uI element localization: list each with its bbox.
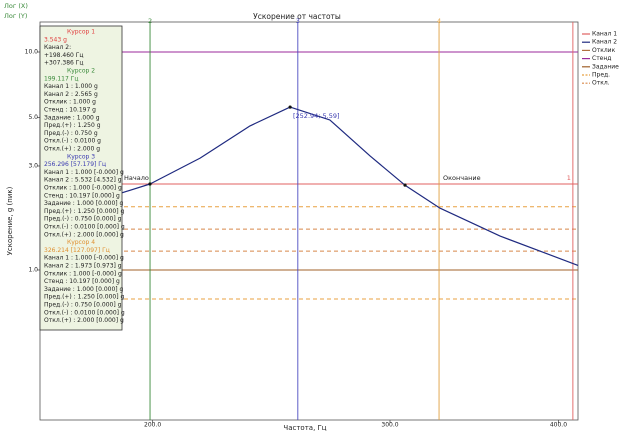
cursor-line-text: Стенд : 10.197 [0.000] g [44,192,120,199]
peak-annotation: [252.94; 5.59] [293,112,340,120]
point-marker [288,105,292,109]
cursor-line-text: Пред.(-) : 0.750 g [44,130,98,137]
cursor-line-text: Пред.(-) : 0.750 [0.000] g [44,216,122,223]
legend-label: Отклик [592,47,616,54]
cursor-line-text: Откл.(-) : 0.0100 [0.000] g [44,224,125,231]
log-y-label: Лог (Y) [4,12,27,20]
y-tick-label: 1.0 [28,266,38,273]
legend-label: Стенд [592,55,611,62]
data-line [121,106,579,266]
cursor-line-text: Стенд : 10.197 [0.000] g [44,278,120,285]
cursor-line-text: Канал 2 : 5.532 [4.532] g [44,177,122,184]
cursor-label: 4 [437,17,441,25]
cursor-line-text: Отклик : 1.000 [-0.000] g [44,185,122,192]
cursor-line-text: Канал 2 : 2.565 g [44,91,98,98]
cursor-line-text: Канал 2 : 1.973 [0.973] g [44,263,122,270]
cursor-line-text: Задание : 1.000 [0.000] g [44,286,124,293]
cursor-line-text: Откл.(+) : 2.000 g [44,146,100,153]
cursor-line-text: Откл.(-) : 0.0100 g [44,138,101,145]
x-axis-label: Частота, Гц [283,424,326,432]
cursor-title: Курсор 2 [67,68,95,75]
legend-label: Откл. [592,80,610,87]
y-tick-label: 10.0 [25,49,39,56]
log-x-label: Лог (X) [4,2,28,10]
cursor-label: 2 [148,17,152,25]
legend-label: Канал 2 [592,39,617,46]
cursor-line-text: Пред.(+) : 1.250 [0.000] g [44,294,124,301]
point-marker [403,183,407,187]
cursor-line-text: Пред.(+) : 1.250 g [44,122,101,129]
legend-label: Задание [592,63,619,70]
start-annotation: Начало [124,174,149,182]
cursor-line-text: Канал 1 : 1.000 [-0.000] g [44,169,124,176]
plot-area: 1.0 3.0 5.0 10.0 200.0 300.0 400.0 2 3 4 1 [25,17,579,429]
end-annotation: Окончание [443,174,481,182]
cursor-line-text: 3.543 g [44,36,67,43]
cursor-line-text: Отклик : 1.000 [-0.000] g [44,270,122,277]
x-tick-label: 400.0 [550,422,567,429]
cursor-line-text: Канал 1 : 1.000 g [44,83,98,90]
cursor-line-text: +307.386 Гц [44,60,84,67]
chart-title: Ускорение от частоты [253,12,341,21]
cursor-line-text: Пред.(+) : 1.250 [0.000] g [44,208,124,215]
cursor-line-text: Пред.(-) : 0.750 [0.000] g [44,302,122,309]
x-tick-label: 300.0 [381,422,398,429]
cursor-panel [39,25,123,331]
legend-label: Канал 1 [592,31,617,38]
cursor-label: 1 [567,174,571,182]
cursor-line-text: 326.214 [127.097] Гц [44,247,110,254]
y-tick-label: 5.0 [28,114,38,121]
cursor-line-text: Откл.(+) : 2.000 [0.000] g [44,231,124,238]
y-tick-label: 3.0 [28,162,38,169]
cursor-line-text: Откл.(-) : 0.0100 [0.000] g [44,309,125,316]
x-tick-label: 200.0 [144,422,161,429]
cursor-line-text: Откл.(+) : 2.000 [0.000] g [44,317,124,324]
cursor-line-text: Канал 2: [44,44,71,51]
y-axis-label: Ускорение, g (пик) [6,186,14,255]
cursor-title: Курсор 3 [67,153,95,160]
point-marker [148,182,152,186]
cursor-line-text: 199.117 Гц [44,75,78,82]
cursor-line-text: +198.460 Гц [44,52,84,59]
cursor-line-text: Задание : 1.000 g [44,114,100,121]
cursor-label: 3 [296,17,300,25]
cursor-title: Курсор 4 [67,239,95,246]
cursor-line-text: 256.296 [57.179] Гц [44,161,106,168]
legend-label: Пред. [592,72,610,79]
cursor-line-text: Отклик : 1.000 g [44,99,96,106]
cursor-line-text: Стенд : 10.197 g [44,107,96,114]
cursor-title: Курсор 1 [67,29,95,36]
cursor-line-text: Задание : 1.000 [0.000] g [44,200,124,207]
cursor-line-text: Канал 1 : 1.000 [-0.000] g [44,255,124,262]
